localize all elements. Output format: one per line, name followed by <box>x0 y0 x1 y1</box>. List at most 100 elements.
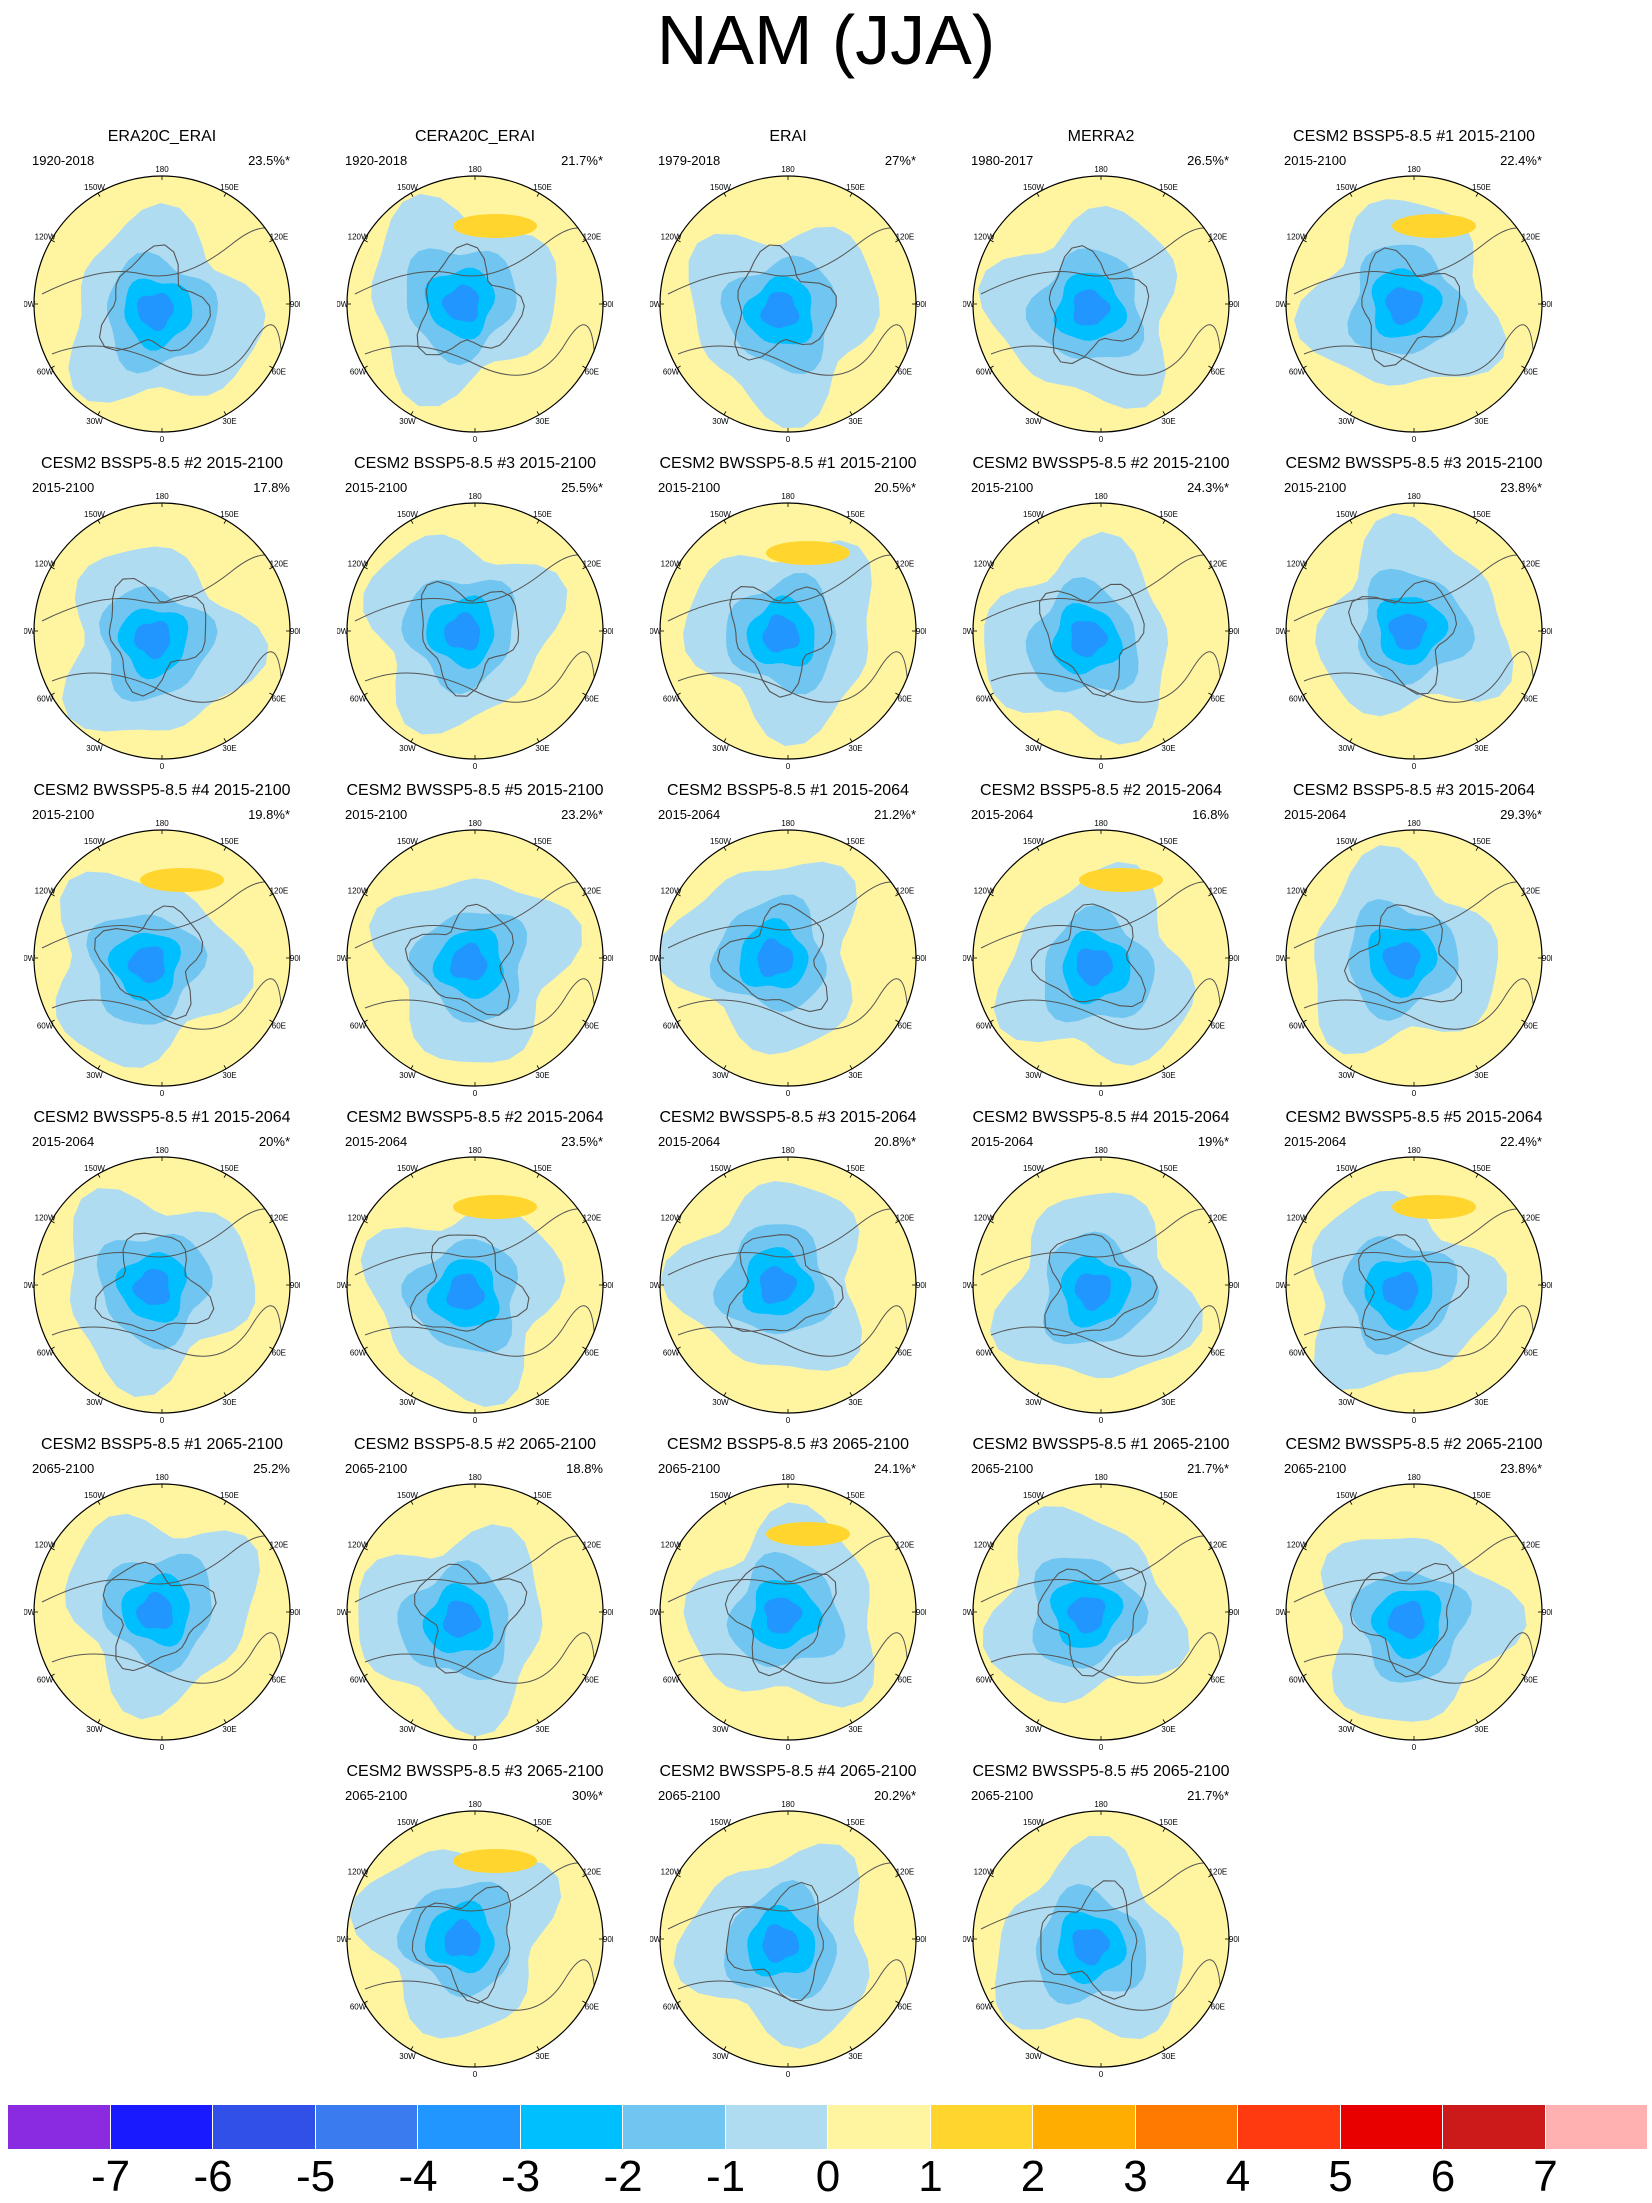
longitude-label: 90E <box>1229 954 1239 963</box>
longitude-label: 150W <box>84 1491 105 1500</box>
longitude-label: 120E <box>1209 1214 1228 1223</box>
longitude-label: 150W <box>397 837 418 846</box>
longitude-label: 60W <box>976 695 993 704</box>
longitude-tick <box>849 1065 853 1070</box>
map-panel: CESM2 BSSP5-8.5 #2 2065-2100 2065-2100 18.… <box>325 1436 625 1750</box>
longitude-label: 30E <box>1474 1398 1488 1407</box>
longitude-tick <box>1208 1547 1213 1551</box>
longitude-label: 120E <box>583 1214 602 1223</box>
coastline <box>990 651 1222 703</box>
map-panel: CESM2 BWSSP5-8.5 #5 2015-2064 2015-2064 22… <box>1264 1109 1564 1423</box>
panel-variance-percent: 25.5%* <box>561 480 603 495</box>
longitude-label: 30W <box>399 417 416 426</box>
longitude-tick <box>849 1173 853 1178</box>
longitude-tick <box>989 1346 994 1350</box>
panel-title: CESM2 BSSP5-8.5 #2 2065-2100 <box>354 1436 596 1453</box>
longitude-label: 120E <box>1209 887 1228 896</box>
longitude-tick <box>1521 566 1526 570</box>
longitude-tick <box>1349 738 1353 743</box>
longitude-label: 120W <box>661 560 682 569</box>
coastline <box>98 244 211 352</box>
longitude-tick <box>723 411 727 416</box>
longitude-label: 120E <box>1522 560 1541 569</box>
coastline <box>1303 324 1535 376</box>
coastline <box>364 978 596 1030</box>
longitude-label: 30W <box>399 744 416 753</box>
panel-variance-percent: 23.5%* <box>248 153 290 168</box>
longitude-tick <box>723 1065 727 1070</box>
positive-contour-2 <box>1392 1195 1476 1219</box>
longitude-label: 30W <box>712 1398 729 1407</box>
longitude-label: 90E <box>290 954 300 963</box>
panel-title: CESM2 BWSSP5-8.5 #1 2015-2100 <box>659 455 917 472</box>
longitude-tick <box>1302 692 1307 696</box>
polar-map: 180 150E 120E 90E 60E 30E 0 30W 60W 90W 120W 150W <box>650 820 926 1096</box>
longitude-label: 120W <box>35 1214 56 1223</box>
panel-variance-percent: 20.5%* <box>874 480 916 495</box>
longitude-label: 150E <box>846 183 865 192</box>
longitude-tick <box>1302 1673 1307 1677</box>
longitude-label: 90E <box>290 1281 300 1290</box>
longitude-label: 90W <box>963 1281 975 1290</box>
longitude-label: 90W <box>24 1281 36 1290</box>
longitude-label: 30E <box>1161 1398 1175 1407</box>
longitude-tick <box>723 192 727 197</box>
longitude-label: 90E <box>916 300 926 309</box>
longitude-label: 120W <box>1287 233 1308 242</box>
coastline <box>729 586 833 698</box>
longitude-tick <box>269 1673 274 1677</box>
negative-contour-4 <box>1076 948 1113 987</box>
coastline <box>734 244 837 361</box>
longitude-label: 30E <box>535 1398 549 1407</box>
panel-period: 2065-2100 <box>345 1461 408 1476</box>
longitude-label: 0 <box>786 762 791 769</box>
polar-map: 180 150E 120E 90E 60E 30E 0 30W 60W 90W 120W 150W <box>963 820 1239 1096</box>
longitude-label: 30E <box>848 417 862 426</box>
longitude-label: 0 <box>473 2070 478 2077</box>
longitude-tick <box>676 1019 681 1023</box>
longitude-tick <box>1475 519 1479 524</box>
longitude-tick <box>676 1346 681 1350</box>
map-panel: ERAI 1979-2018 27%* 180 150E 120E 90E 60E 30E 0 30… <box>638 128 938 442</box>
longitude-label: 90E <box>916 1935 926 1944</box>
longitude-tick <box>536 1173 540 1178</box>
negative-contour-4 <box>444 612 481 651</box>
longitude-label: 180 <box>155 166 169 174</box>
longitude-tick <box>410 1392 414 1397</box>
longitude-tick <box>1349 519 1353 524</box>
coastline <box>1348 580 1458 695</box>
longitude-tick <box>723 1392 727 1397</box>
longitude-label: 90W <box>1276 1281 1288 1290</box>
longitude-tick <box>223 411 227 416</box>
longitude-label: 150W <box>1336 1164 1357 1173</box>
longitude-tick <box>1302 1547 1307 1551</box>
longitude-tick <box>1036 846 1040 851</box>
coastline <box>1038 583 1145 697</box>
panel-variance-percent: 20.8%* <box>874 1134 916 1149</box>
longitude-tick <box>1475 1065 1479 1070</box>
longitude-tick <box>849 1719 853 1724</box>
negative-contour-4 <box>441 284 479 322</box>
longitude-label: 180 <box>155 493 169 501</box>
panel-variance-percent: 23.2%* <box>561 807 603 822</box>
colorbar-cell <box>110 2105 213 2149</box>
longitude-label: 180 <box>781 166 795 174</box>
longitude-tick <box>97 1173 101 1178</box>
longitude-label: 60W <box>37 368 54 377</box>
longitude-label: 30W <box>1338 1725 1355 1734</box>
longitude-label: 120W <box>974 560 995 569</box>
longitude-label: 180 <box>781 493 795 501</box>
longitude-label: 0 <box>1412 1743 1417 1750</box>
longitude-tick <box>1208 1673 1213 1677</box>
longitude-label: 60E <box>585 368 599 377</box>
longitude-label: 90W <box>963 627 975 636</box>
longitude-tick <box>223 1065 227 1070</box>
longitude-tick <box>97 1392 101 1397</box>
longitude-tick <box>50 239 55 243</box>
longitude-label: 120E <box>1522 887 1541 896</box>
positive-contour-2 <box>453 1849 537 1873</box>
longitude-label: 150E <box>1472 1164 1491 1173</box>
longitude-tick <box>410 2046 414 2051</box>
longitude-label: 150W <box>397 510 418 519</box>
longitude-tick <box>1302 566 1307 570</box>
